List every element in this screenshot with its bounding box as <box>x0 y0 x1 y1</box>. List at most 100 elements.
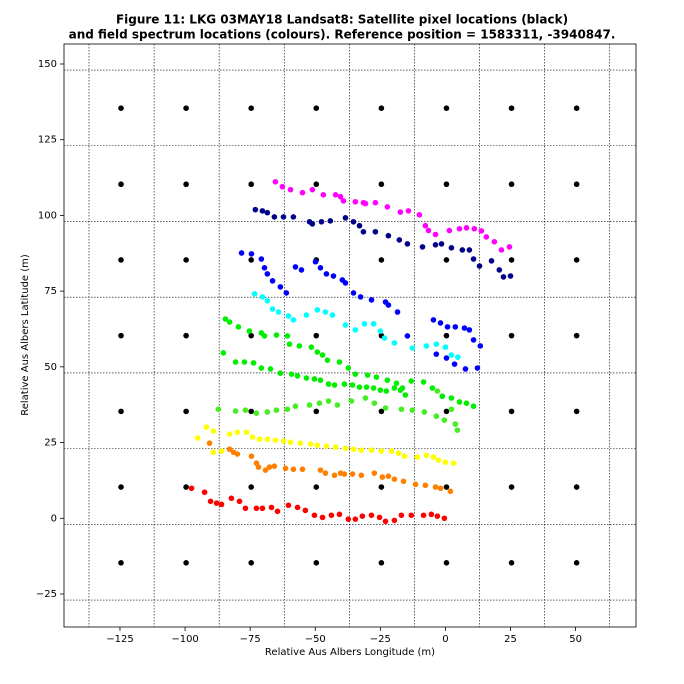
point <box>441 417 448 423</box>
y-tick-label: 50 <box>44 362 57 373</box>
point <box>307 441 314 447</box>
point <box>491 238 498 245</box>
point <box>342 445 349 452</box>
point <box>236 498 243 505</box>
point <box>382 405 389 411</box>
chart-subtitle: and field spectrum locations (colours). … <box>69 28 616 42</box>
point <box>226 431 233 437</box>
point <box>118 559 124 566</box>
point <box>248 408 254 415</box>
point <box>341 381 348 387</box>
point <box>443 559 450 566</box>
point <box>256 436 263 443</box>
point <box>316 400 323 406</box>
point <box>488 258 495 264</box>
point <box>210 428 217 434</box>
point <box>456 399 463 405</box>
point <box>259 294 266 300</box>
point <box>349 382 356 388</box>
point <box>308 344 315 350</box>
point <box>429 385 436 391</box>
point <box>248 332 254 339</box>
point <box>507 273 514 279</box>
point <box>368 512 375 519</box>
point <box>232 408 239 414</box>
point <box>385 302 392 308</box>
point <box>404 241 411 247</box>
point <box>118 257 124 263</box>
point <box>323 271 330 277</box>
point <box>428 511 435 518</box>
point <box>317 377 324 383</box>
point <box>376 514 383 521</box>
point <box>357 294 364 300</box>
point <box>269 306 276 312</box>
point <box>425 227 432 234</box>
point <box>448 352 455 358</box>
point <box>412 481 419 488</box>
point <box>443 355 450 361</box>
y-tick-label: −25 <box>36 589 57 600</box>
point <box>183 181 189 188</box>
point <box>118 484 124 490</box>
point <box>404 333 411 339</box>
point <box>258 256 265 262</box>
point <box>292 264 299 270</box>
y-tick-label: 150 <box>38 59 57 70</box>
point <box>287 439 294 446</box>
point <box>268 504 275 511</box>
point <box>434 513 441 519</box>
point <box>264 409 271 415</box>
point <box>443 181 450 188</box>
x-tick-label: 0 <box>442 634 448 645</box>
point <box>118 181 124 188</box>
point <box>248 181 254 188</box>
point <box>442 344 449 350</box>
point <box>275 309 282 315</box>
point <box>207 498 214 505</box>
point <box>294 373 301 379</box>
point <box>250 360 257 366</box>
point <box>455 354 461 360</box>
point <box>398 512 405 519</box>
x-tick-label: −100 <box>171 634 198 645</box>
point <box>381 335 388 341</box>
point <box>248 453 255 459</box>
point <box>325 398 332 404</box>
point <box>383 388 390 394</box>
point <box>298 267 305 273</box>
point <box>312 258 319 265</box>
point <box>253 410 260 416</box>
point <box>433 341 440 347</box>
point <box>183 332 189 339</box>
point <box>280 438 287 444</box>
point <box>441 515 448 522</box>
point <box>290 214 297 220</box>
point <box>203 424 210 430</box>
point <box>314 442 321 449</box>
point <box>313 332 320 339</box>
point <box>313 484 320 490</box>
plot-frame <box>63 43 637 628</box>
point <box>423 452 430 459</box>
point <box>352 198 359 205</box>
point <box>372 228 379 235</box>
point <box>317 467 324 473</box>
point <box>282 465 289 472</box>
point <box>400 478 407 485</box>
y-tick-label: 100 <box>38 210 57 221</box>
point <box>292 403 299 410</box>
point <box>508 484 515 490</box>
point <box>349 471 356 477</box>
point <box>248 105 254 112</box>
point <box>259 505 266 512</box>
point <box>378 408 385 415</box>
point <box>398 406 405 413</box>
point <box>283 290 290 296</box>
point <box>206 440 213 446</box>
point <box>246 328 253 334</box>
point <box>341 471 348 477</box>
x-tick-label: 25 <box>504 634 517 645</box>
point <box>508 559 515 566</box>
